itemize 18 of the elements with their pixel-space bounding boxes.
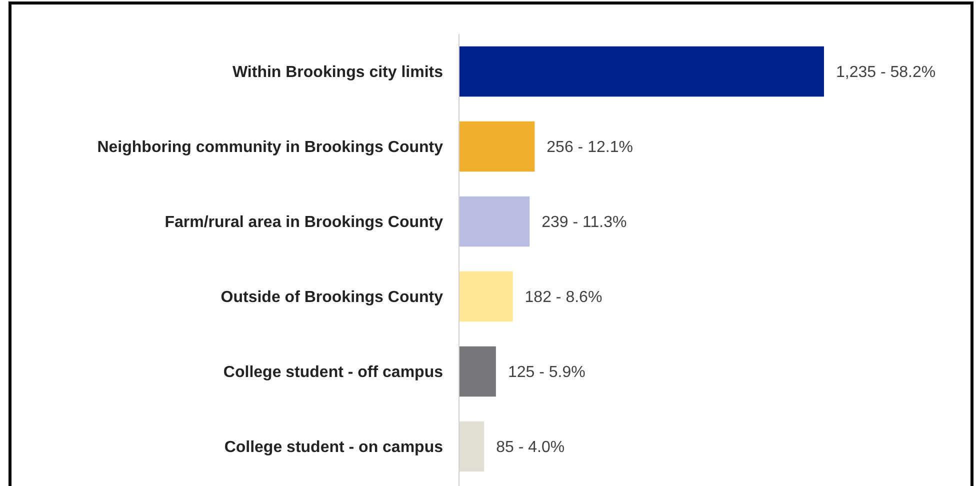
y-tick-label: Neighboring community in Brookings County [97,139,444,156]
data-label: 256 - 12.1% [546,139,633,156]
y-tick-label: College student - off campus [223,364,444,382]
data-label: 125 - 5.9% [508,364,586,382]
bar [459,271,513,322]
y-tick-label: Farm/rural area in Brookings County [164,214,444,232]
y-tick-label: Outside of Brookings County [220,289,444,306]
bar [459,196,530,247]
bar [459,46,824,97]
y-tick-label: College student - on campus [224,439,444,456]
data-label: 1,235 - 58.2% [836,64,936,82]
data-label: 239 - 11.3% [542,214,627,232]
bar [459,121,535,172]
bar [459,421,484,472]
data-label: 182 - 8.6% [524,289,602,306]
y-tick-label: Within Brookings city limits [232,64,444,82]
bar [459,346,496,397]
data-label: 85 - 4.0% [496,439,565,456]
